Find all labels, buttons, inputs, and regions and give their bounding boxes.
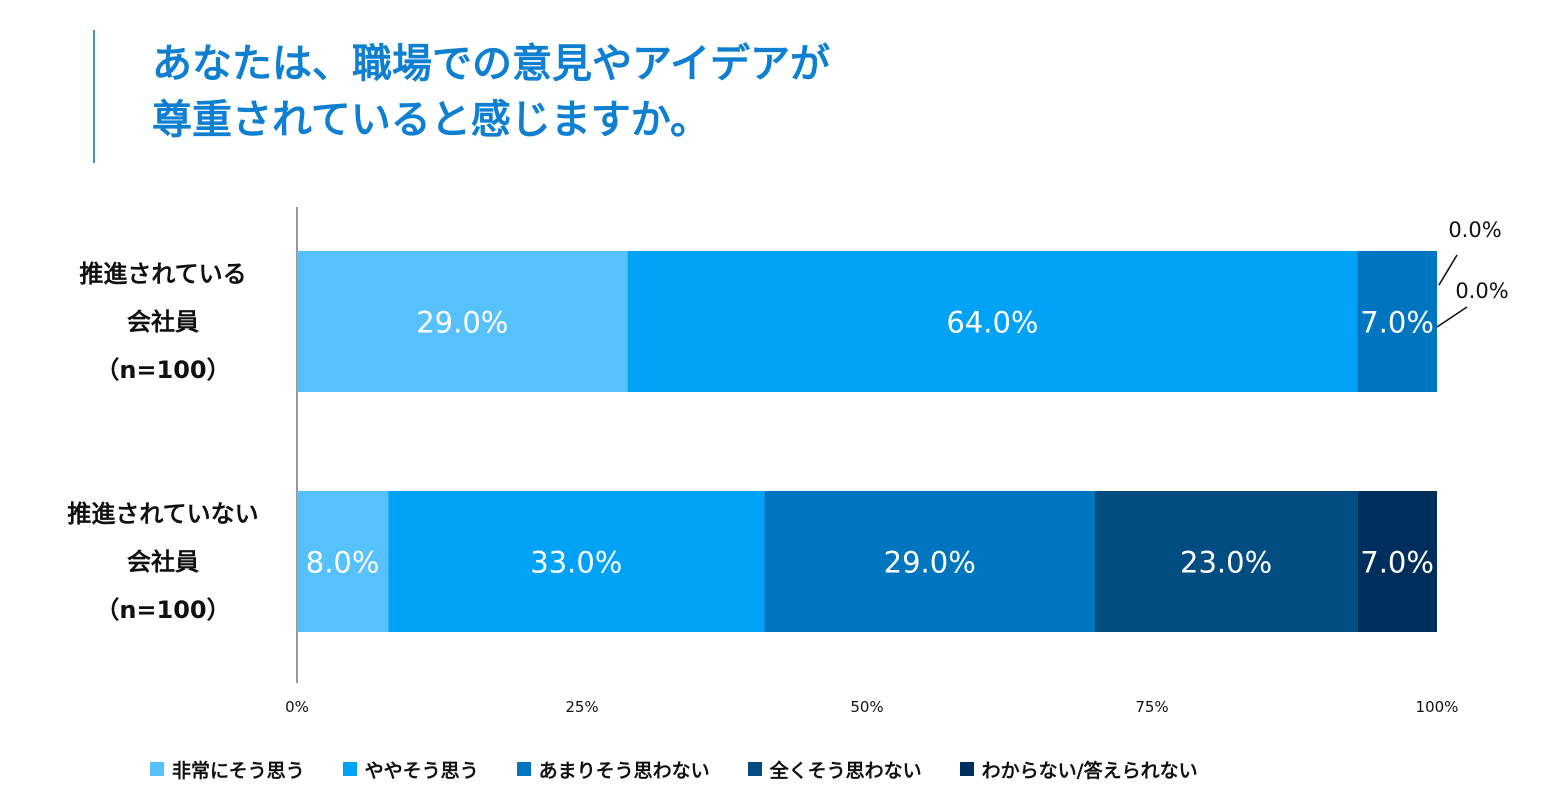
category-label: 推進されていない 会社員 （n=100） xyxy=(33,490,293,634)
legend-swatch xyxy=(342,762,357,776)
data-label: 8.0% xyxy=(306,546,380,580)
bar-segment xyxy=(1357,491,1437,632)
zero-value-label: 0.0% xyxy=(1455,279,1508,303)
legend-label: 全くそう思わない xyxy=(769,759,922,782)
category-label-line: 推進されている xyxy=(79,259,247,288)
category-label-line: 推進されていない xyxy=(67,499,259,528)
category-label: 推進されている 会社員 （n=100） xyxy=(33,250,293,394)
legend-swatch xyxy=(150,762,164,776)
x-tick-label: 100% xyxy=(1416,698,1459,716)
bar-segment xyxy=(297,491,389,632)
legend-swatch xyxy=(516,762,531,776)
category-label-line: （n=100） xyxy=(95,595,231,624)
legend-item: ややそう思う xyxy=(342,756,479,783)
data-label: 64.0% xyxy=(946,306,1038,340)
legend-label: あまりそう思わない xyxy=(538,759,710,782)
legend: 非常にそう思う ややそう思う あまりそう思わない 全くそう思わない わからない/答えられ… xyxy=(150,755,1236,783)
bar-segment xyxy=(1095,491,1358,632)
data-label: 33.0% xyxy=(530,546,622,580)
legend-label: ややそう思う xyxy=(364,759,479,782)
x-tick-label: 0% xyxy=(285,698,309,716)
bar-segment xyxy=(1357,251,1437,392)
title-line-2: 尊重されていると感じますか。 xyxy=(152,97,710,143)
legend-swatch xyxy=(959,762,974,776)
bar-segment xyxy=(388,491,765,632)
chart-title: あなたは、職場での意見やアイデアが 尊重されていると感じますか。 xyxy=(152,36,1252,148)
legend-label: 非常にそう思う xyxy=(172,759,305,782)
x-tick-label: 50% xyxy=(850,698,883,716)
bar-segment xyxy=(627,251,1358,392)
legend-item: あまりそう思わない xyxy=(516,756,710,783)
bar-segment xyxy=(297,251,628,392)
data-label: 7.0% xyxy=(1360,546,1434,580)
zero-value-label: 0.0% xyxy=(1448,218,1501,242)
data-label: 7.0% xyxy=(1360,306,1434,340)
legend-item: わからない/答えられない xyxy=(959,756,1198,783)
data-label: 29.0% xyxy=(884,546,976,580)
title-accent-rule xyxy=(93,30,95,163)
data-label: 23.0% xyxy=(1180,546,1272,580)
x-tick-label: 75% xyxy=(1135,698,1168,716)
category-label-line: 会社員 xyxy=(127,307,199,336)
x-tick-label: 25% xyxy=(565,698,598,716)
title-line-1: あなたは、職場での意見やアイデアが xyxy=(152,41,830,87)
legend-item: 全くそう思わない xyxy=(747,756,922,783)
legend-label: わからない/答えられない xyxy=(981,759,1198,782)
category-label-line: （n=100） xyxy=(95,355,231,384)
legend-item: 非常にそう思う xyxy=(150,756,305,783)
bar-segment xyxy=(764,491,1095,632)
data-label: 29.0% xyxy=(416,306,508,340)
leader-line xyxy=(1438,254,1458,286)
category-label-line: 会社員 xyxy=(127,547,199,576)
legend-swatch xyxy=(747,762,762,776)
leader-line xyxy=(1436,306,1468,328)
